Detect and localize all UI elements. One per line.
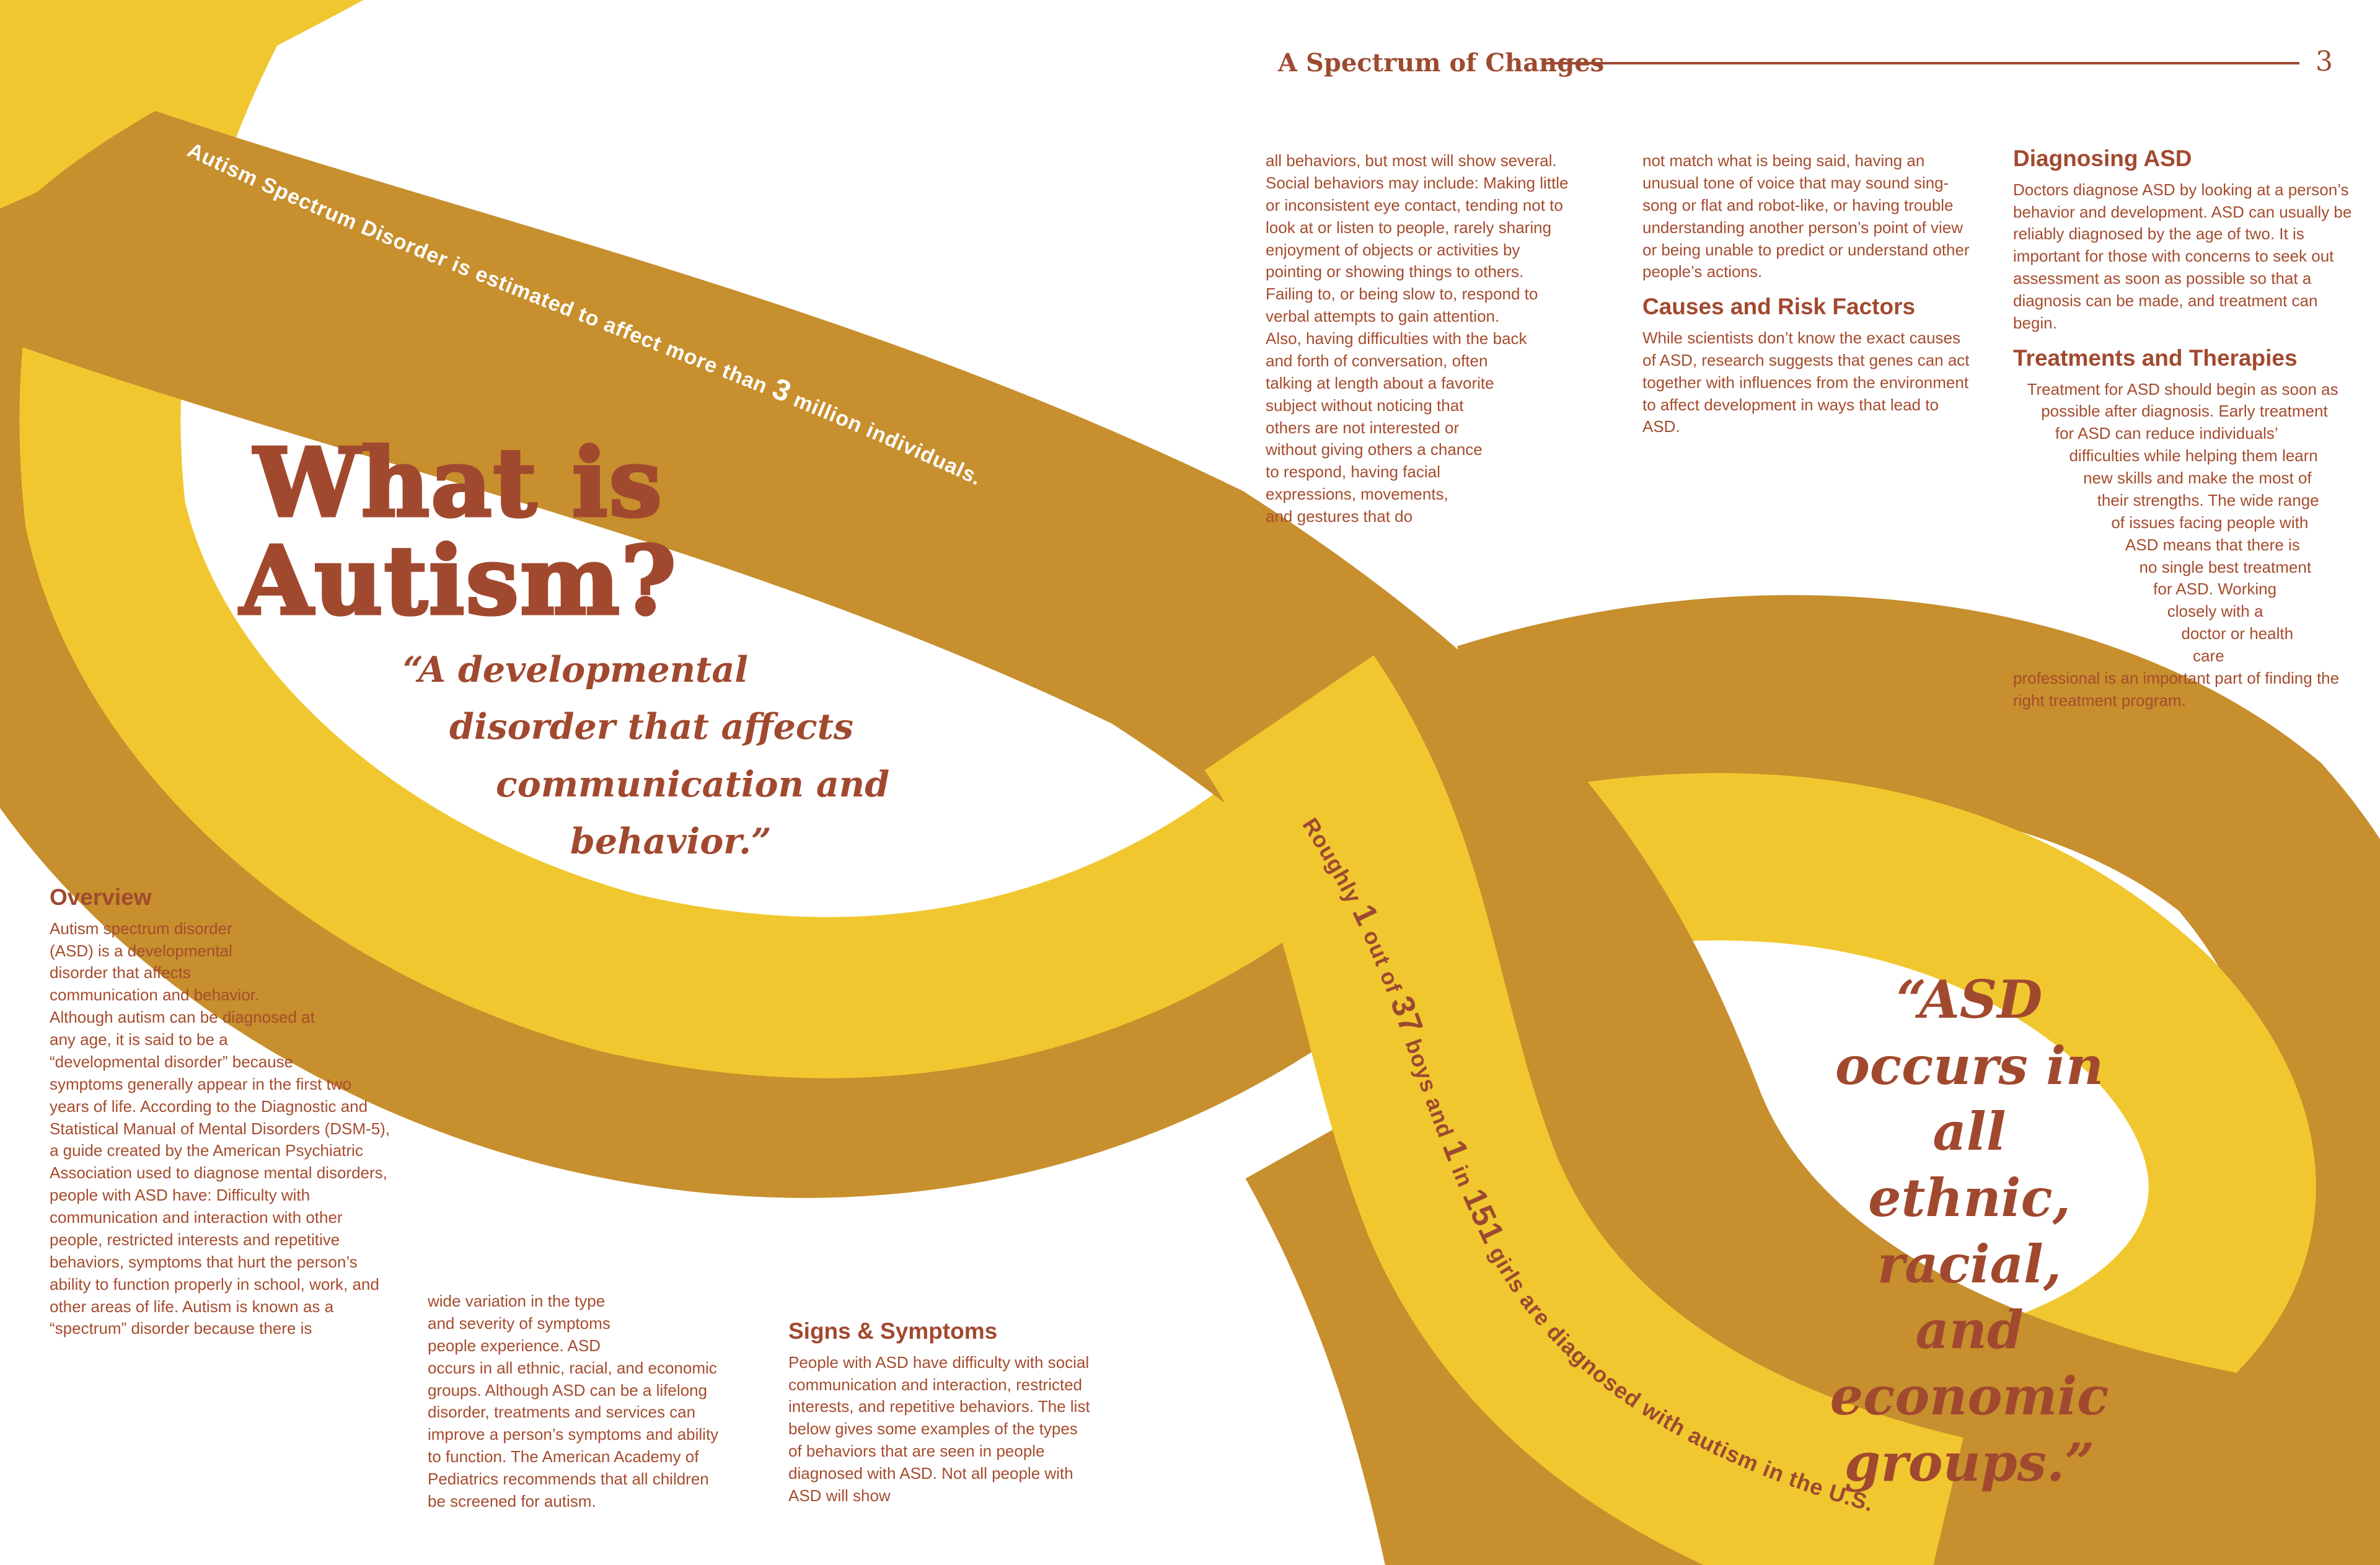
- column-taper-spacer: [610, 1290, 725, 1340]
- header-rule: [1543, 62, 2299, 64]
- causes-body: While scientists don’t know the exact ca…: [1642, 328, 1970, 436]
- page-number: 3: [2316, 46, 2333, 77]
- right-loop-outer-gold-band: [1457, 595, 2380, 1565]
- right-quote-line: occurs in all: [1835, 1034, 2104, 1163]
- left-pull-quote: “A developmental disorder that affects c…: [403, 641, 889, 870]
- signs-heading: Signs & Symptoms: [788, 1318, 998, 1344]
- right-pull-quote: “ASD occurs in all ethnic, racial, and e…: [1800, 967, 2138, 1496]
- main-diagonal-yellow-band: [1204, 655, 1964, 1565]
- article-behaviors-column: all behaviors, but most will show severa…: [1266, 150, 1600, 528]
- left-loop-outer-gold-band: [0, 0, 1491, 1198]
- left-quote-line: communication and: [496, 763, 890, 805]
- article-diagnosing-column: Diagnosing ASD Doctors diagnose ASD by l…: [2013, 146, 2360, 712]
- corner-yellow-wedge: [0, 0, 364, 209]
- left-quote-line: “A developmental: [403, 649, 748, 690]
- main-diagonal-gold-band: [0, 55, 2380, 1565]
- treatments-heading: Treatments and Therapies: [2013, 345, 2298, 371]
- left-quote-line: disorder that affects: [449, 706, 853, 748]
- article-causes-column: not match what is being said, having an …: [1642, 150, 1971, 438]
- right-quote-line: groups.”: [1844, 1431, 2095, 1493]
- causes-heading: Causes and Risk Factors: [1642, 294, 1916, 320]
- diagnosing-body: Doctors diagnose ASD by looking at a per…: [2013, 180, 2352, 332]
- page-title-line-2: Autism?: [239, 525, 678, 637]
- left-quote-line: behavior.”: [570, 820, 772, 862]
- page-title-line-1: What is: [252, 427, 664, 538]
- signs-body: People with ASD have difficulty with soc…: [788, 1352, 1090, 1505]
- continuation-body: wide variation in the type and severity …: [428, 1290, 725, 1513]
- overview-body: Autism spectrum disorder (ASD) is a deve…: [50, 918, 397, 1341]
- article-continuation-column: wide variation in the type and severity …: [428, 1290, 725, 1513]
- right-quote-line: ethnic, racial,: [1868, 1167, 2071, 1295]
- treatments-body: Treatment for ASD should begin as soon a…: [2013, 379, 2360, 712]
- right-quote-line: and economic: [1830, 1299, 2109, 1427]
- right-quote-line: “ASD: [1896, 969, 2043, 1030]
- tone-body: not match what is being said, having an …: [1642, 151, 1970, 281]
- article-overview-column: Overview Autism spectrum disorder (ASD) …: [50, 884, 397, 1341]
- behaviors-body: all behaviors, but most will show severa…: [1266, 151, 1569, 526]
- article-signs-column: Signs & Symptoms People with ASD have di…: [788, 1318, 1092, 1507]
- page-title: What is Autism?: [236, 427, 682, 637]
- diagnosing-heading: Diagnosing ASD: [2013, 146, 2192, 171]
- overview-heading: Overview: [50, 884, 152, 910]
